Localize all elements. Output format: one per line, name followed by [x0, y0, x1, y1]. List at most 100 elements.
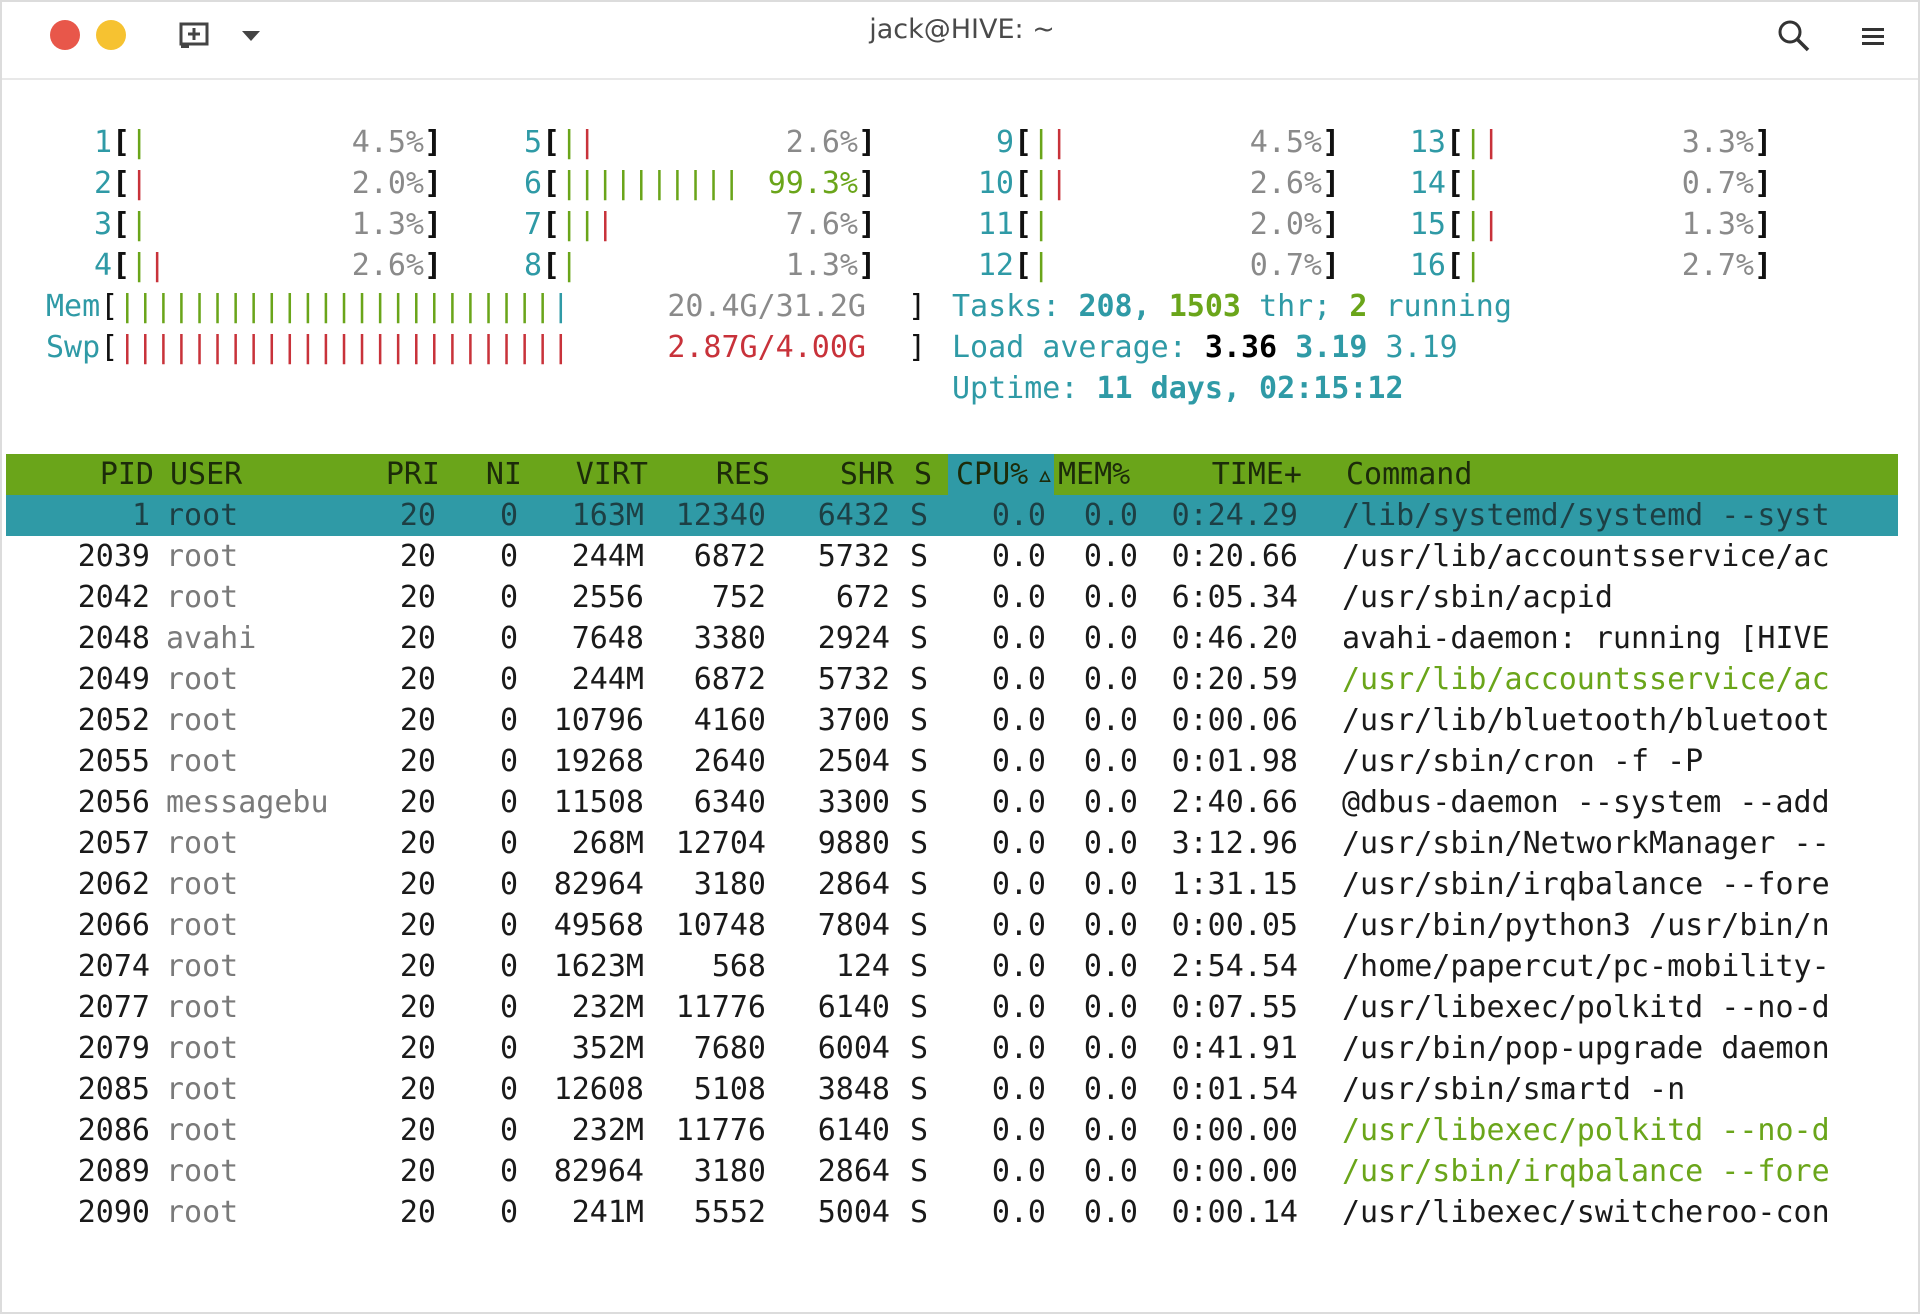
cpu-percent: 2.0%	[1249, 207, 1322, 242]
meter-bracket-close: ]	[858, 248, 877, 283]
col-virt[interactable]: VIRT	[575, 457, 648, 492]
cpu-bar-segment: ||	[560, 207, 597, 242]
cell-user: root	[166, 826, 239, 861]
cell-s: S	[910, 621, 929, 656]
table-row-selected[interactable]: 1 root 20 0 163M 12340 6432 S 0.0 0.0 0:24.29/lib/…	[2, 495, 1918, 536]
cell-cmd: /usr/libexec/polkitd --no-d	[1342, 1113, 1830, 1148]
table-row[interactable]: 2074 root 20 0 1623M 568 124 S 0.0 0.0 2:54.54/hom…	[2, 946, 1918, 987]
cpu-percent: 0.7%	[1681, 166, 1754, 201]
table-row[interactable]: 2066 root 20 0 49568 10748 7804 S 0.0 0.0 0:00.05 /…	[2, 905, 1918, 946]
cpu-bar-segment: |	[596, 207, 615, 242]
table-row[interactable]: 2049 root 20 0 244M 6872 5732 S 0.0 0.0 0:20.59/us…	[2, 659, 1918, 700]
col-state[interactable]: S	[914, 457, 933, 492]
col-pri[interactable]: PRI	[385, 457, 440, 492]
cell-time: 2:40.66	[1171, 785, 1298, 820]
hamburger-menu-icon[interactable]	[1858, 22, 1888, 52]
cell-s: S	[910, 785, 929, 820]
table-row[interactable]: 2055 root 20 0 19268 2640 2504 S 0.0 0.0 0:01.98/u…	[2, 741, 1918, 782]
col-res[interactable]: RES	[715, 457, 770, 492]
cell-cmd: /usr/sbin/NetworkManager --	[1342, 826, 1830, 861]
cpu-bar-segment: |	[1032, 207, 1051, 242]
meter-bracket-close: ]	[1754, 248, 1773, 283]
cell-s: S	[910, 1154, 929, 1189]
cpu-number: 2	[93, 166, 112, 201]
cell-cmd: /usr/sbin/irqbalance --fore	[1342, 1154, 1830, 1189]
meter-bracket-close: ]	[1322, 207, 1341, 242]
new-tab-icon[interactable]	[178, 20, 212, 50]
cell-ni: 0	[499, 1154, 518, 1189]
close-button[interactable]	[50, 20, 80, 50]
cell-pid: 2086	[77, 1113, 150, 1148]
cell-ni: 0	[499, 908, 518, 943]
cell-cpu: 0.0	[991, 744, 1046, 779]
meter-bracket-open: [	[112, 207, 131, 242]
table-row[interactable]: 2085 root 20 0 12608 5108 3848 S 0.0 0.0 0:01.54/u…	[2, 1069, 1918, 1110]
meter-bracket-open: [	[112, 248, 131, 283]
col-user[interactable]: USER	[170, 457, 243, 492]
col-ni[interactable]: NI	[485, 457, 522, 492]
col-cpu[interactable]: CPU%	[956, 457, 1029, 492]
meter-bracket-close: ]	[1754, 166, 1773, 201]
table-row[interactable]: 2077 root 20 0 232M 11776 6140 S 0.0 0.0 0:07.55/u…	[2, 987, 1918, 1028]
cell-cpu: 0.0	[991, 908, 1046, 943]
search-icon[interactable]	[1776, 18, 1812, 54]
cpu-number: 16	[1409, 248, 1446, 283]
col-shr[interactable]: SHR	[839, 457, 894, 492]
meter-bracket-open: [	[1446, 125, 1465, 160]
table-row[interactable]: 2090 root 20 0 241M 5552 5004 S 0.0 0.0 0:00.14/us…	[2, 1192, 1918, 1233]
cell-mem: 0.0	[1083, 908, 1138, 943]
col-pid[interactable]: PID	[99, 457, 154, 492]
table-row[interactable]: 2048 avahi 20 0 7648 3380 2924 S 0.0 0.0 0:46.20 av…	[2, 618, 1918, 659]
cell-res: 7680	[693, 1031, 766, 1066]
cell-cpu: 0.0	[991, 662, 1046, 697]
cell-pri: 20	[399, 1072, 436, 1107]
cell-res: 6872	[693, 539, 766, 574]
cell-cpu: 0.0	[991, 826, 1046, 861]
cell-shr: 6140	[817, 990, 890, 1025]
table-row[interactable]: 2042 root 20 0 2556 752 672 S 0.0 0.0 6:05.34/usr/…	[2, 577, 1918, 618]
cell-virt: 19268	[553, 744, 644, 779]
table-row[interactable]: 2052 root 20 0 10796 4160 3700 S 0.0 0.0 0:00.06/u…	[2, 700, 1918, 741]
cell-user: root	[166, 703, 239, 738]
table-row[interactable]: 2086 root 20 0 232M 11776 6140 S 0.0 0.0 0:00.00/u…	[2, 1110, 1918, 1151]
table-row[interactable]: 2079 root 20 0 352M 7680 6004 S 0.0 0.0 0:41.91/us…	[2, 1028, 1918, 1069]
minimize-button[interactable]	[96, 20, 126, 50]
cell-res: 12340	[675, 498, 766, 533]
chevron-down-icon[interactable]	[238, 22, 264, 48]
cell-mem: 0.0	[1083, 949, 1138, 984]
col-command[interactable]: Command	[1346, 457, 1473, 492]
table-row[interactable]: 2056 messagebu 20 0 11508 6340 3300 S 0.0 0.0 2:40…	[2, 782, 1918, 823]
cell-cpu: 0.0	[991, 785, 1046, 820]
cell-virt: 49568	[553, 908, 644, 943]
cell-cpu: 0.0	[991, 1031, 1046, 1066]
cpu-number: 6	[523, 166, 542, 201]
cell-pid: 2048	[77, 621, 150, 656]
meter-bracket-close: ]	[1322, 125, 1341, 160]
sort-indicator-icon: ▵	[1036, 457, 1055, 492]
cell-mem: 0.0	[1083, 1031, 1138, 1066]
cell-ni: 0	[499, 539, 518, 574]
col-time[interactable]: TIME+	[1211, 457, 1302, 492]
table-row[interactable]: 2057 root 20 0 268M 12704 9880 S 0.0 0.0 3:12.96/u…	[2, 823, 1918, 864]
cell-shr: 124	[835, 949, 890, 984]
cell-s: S	[910, 744, 929, 779]
cpu-percent: 1.3%	[351, 207, 424, 242]
meter-bracket-open: [	[542, 248, 561, 283]
cell-cmd: /usr/sbin/cron -f -P	[1342, 744, 1704, 779]
cell-pid: 1	[131, 498, 150, 533]
table-row[interactable]: 2089 root 20 0 82964 3180 2864 S 0.0 0.0 0:00.00/u…	[2, 1151, 1918, 1192]
cpu-percent: 3.3%	[1681, 125, 1754, 160]
cell-user: root	[166, 990, 239, 1025]
cell-time: 0:24.29	[1171, 498, 1298, 533]
cell-shr: 5732	[817, 539, 890, 574]
cell-mem: 0.0	[1083, 580, 1138, 615]
col-mem[interactable]: MEM%	[1058, 457, 1131, 492]
table-row[interactable]: 2062 root 20 0 82964 3180 2864 S 0.0 0.0 1:31.15/u…	[2, 864, 1918, 905]
cell-pid: 2039	[77, 539, 150, 574]
cell-res: 3380	[693, 621, 766, 656]
meter-bracket-open: [	[1446, 207, 1465, 242]
cell-time: 0:00.06	[1171, 703, 1298, 738]
meter-bracket-open: [	[542, 166, 561, 201]
table-row[interactable]: 2039 root 20 0 244M 6872 5732 S 0.0 0.0 0:20.66/us…	[2, 536, 1918, 577]
meter-bracket-close: ]	[424, 248, 443, 283]
